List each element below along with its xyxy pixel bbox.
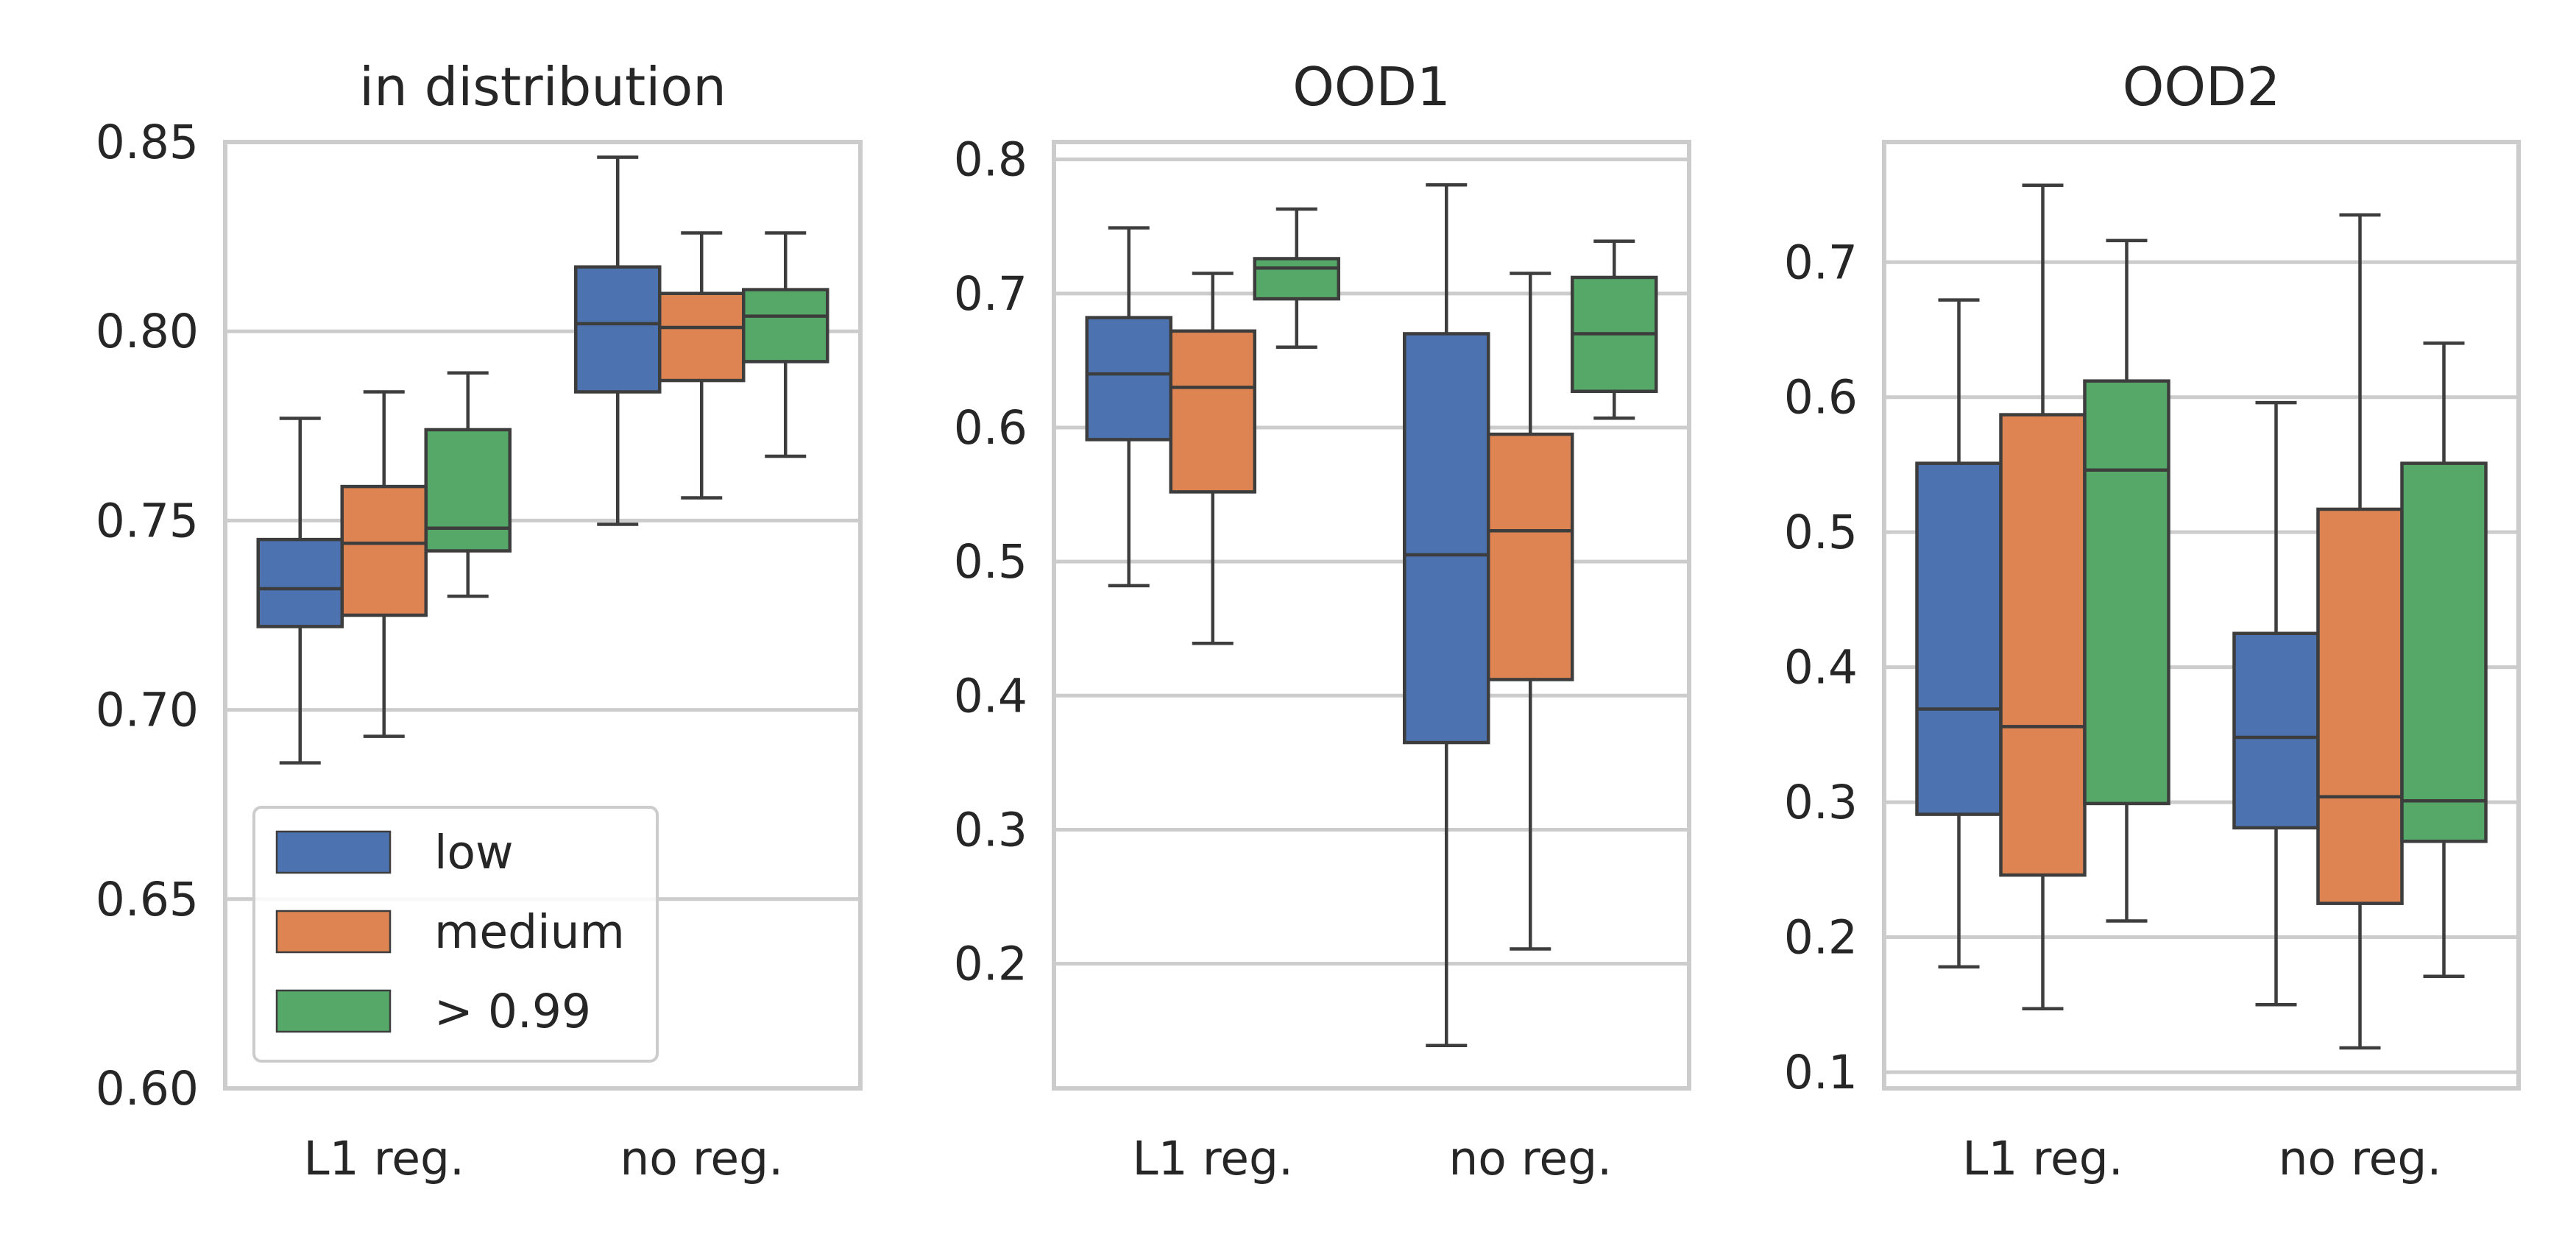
panel-in-distribution: in distribution 0.60 0.65 0.70 0.75 0.80 0.85 L… (96, 56, 863, 1186)
panel-ood1: OOD1 0.2 0.3 0.4 0.5 0.6 0.7 0.8 L1 reg. no reg. (954, 56, 1691, 1186)
box-body (2400, 461, 2488, 843)
y-tick-label-0.70: 0.70 (96, 684, 199, 737)
x-tick-label-no-reg: no reg. (620, 1132, 783, 1186)
box-body (1403, 332, 1490, 745)
y-tick-label-0.8: 0.8 (954, 133, 1027, 187)
legend-swatch-medium (275, 910, 392, 954)
box-body (2232, 631, 2320, 830)
box-medium-no-reg (658, 231, 746, 500)
y-tick-label-0.2: 0.2 (954, 938, 1027, 991)
box-medium-no-reg (2316, 213, 2404, 1050)
legend: low medium > 0.99 (252, 806, 659, 1063)
x-tick-label-l1-reg: L1 reg. (1962, 1132, 2123, 1186)
legend-swatch-low (275, 830, 392, 874)
y-tick-label-0.6: 0.6 (954, 401, 1027, 455)
box-099-l1-reg (2083, 238, 2170, 923)
legend-label-medium: medium (434, 905, 625, 959)
y-tick-label-0.65: 0.65 (96, 873, 199, 926)
box-body (2083, 379, 2170, 806)
box-body (1085, 316, 1172, 442)
box-medium-l1-reg (340, 390, 428, 738)
y-tick-label-0.7: 0.7 (954, 267, 1027, 321)
panel-frame (1052, 140, 1691, 1091)
y-tick-label-0.3: 0.3 (954, 803, 1027, 857)
box-body (742, 288, 829, 364)
box-099-l1-reg (424, 371, 512, 598)
y-tick-label-0.6: 0.6 (1784, 371, 1858, 425)
box-body (658, 291, 746, 383)
y-tick-label-0.80: 0.80 (96, 305, 199, 358)
panel-ood2: OOD2 0.1 0.2 0.3 0.4 0.5 0.6 0.7 L1 reg. no reg. (1784, 56, 2521, 1186)
box-body (1999, 413, 2087, 877)
legend-label-099: > 0.99 (434, 985, 591, 1038)
box-medium-no-reg (1487, 272, 1574, 951)
y-tick-label-0.85: 0.85 (96, 116, 199, 169)
y-tick-label-0.7: 0.7 (1784, 235, 1858, 289)
box-low-no-reg (574, 155, 662, 526)
panel-frame (223, 140, 863, 1091)
legend-swatch-099 (275, 989, 392, 1033)
legend-label-low: low (434, 826, 514, 879)
box-body (1487, 432, 1574, 681)
panel-title: OOD1 (1292, 56, 1451, 118)
box-body (1915, 461, 2003, 816)
box-body (340, 484, 428, 617)
box-medium-l1-reg (1169, 272, 1256, 645)
box-low-no-reg (1403, 183, 1490, 1047)
box-body (1253, 257, 1340, 301)
box-low-l1-reg (256, 417, 344, 765)
box-low-l1-reg (1085, 226, 1172, 588)
y-tick-label-0.60: 0.60 (96, 1062, 199, 1116)
box-medium-l1-reg (1999, 183, 2087, 1011)
box-body (1169, 329, 1256, 494)
y-tick-label-0.2: 0.2 (1784, 911, 1858, 965)
y-tick-label-0.75: 0.75 (96, 494, 199, 547)
box-body (574, 265, 662, 394)
x-tick-label-l1-reg: L1 reg. (303, 1132, 464, 1186)
x-tick-label-no-reg: no reg. (2279, 1132, 2442, 1186)
y-tick-label-0.4: 0.4 (1784, 641, 1858, 695)
panel-title: in distribution (359, 56, 726, 118)
x-tick-label-no-reg: no reg. (1448, 1132, 1612, 1186)
box-body (256, 537, 344, 628)
box-099-no-reg (2400, 341, 2488, 978)
box-099-no-reg (1571, 239, 1658, 420)
panel-frame (1882, 140, 2521, 1091)
y-tick-label-0.3: 0.3 (1784, 776, 1858, 829)
y-tick-label-0.1: 0.1 (1784, 1046, 1858, 1099)
box-099-l1-reg (1253, 207, 1340, 349)
box-body (2316, 507, 2404, 905)
box-099-no-reg (742, 231, 829, 458)
box-body (424, 428, 512, 553)
box-low-no-reg (2232, 400, 2320, 1007)
box-low-l1-reg (1915, 298, 2003, 969)
x-tick-label-l1-reg: L1 reg. (1132, 1132, 1293, 1186)
y-tick-label-0.4: 0.4 (954, 669, 1027, 723)
panel-title: OOD2 (2123, 56, 2281, 118)
y-tick-label-0.5: 0.5 (1784, 506, 1858, 559)
y-tick-label-0.5: 0.5 (954, 535, 1027, 589)
